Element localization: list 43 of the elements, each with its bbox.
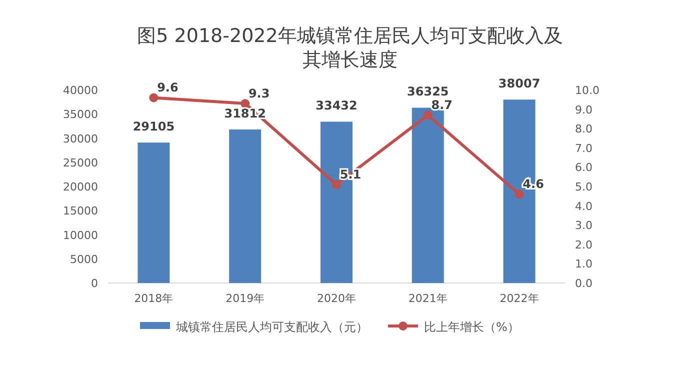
- y-tick-label: 15000: [63, 204, 98, 218]
- y-tick-label: 0: [91, 277, 98, 290]
- y2-tick-label: 8.0: [575, 122, 592, 136]
- legend-label: 城镇常住居民人均可支配收入（元）: [175, 320, 368, 334]
- x-tick-label: 2022年: [500, 292, 539, 305]
- data-label: 29105: [132, 120, 175, 134]
- y2-tick-label: 10.0: [575, 84, 600, 97]
- x-tick-label: 2018年: [134, 292, 174, 305]
- point: [423, 110, 432, 120]
- y-tick-label: 40000: [63, 84, 98, 97]
- data-label: 36325: [407, 84, 449, 99]
- y-tick-label: 25000: [63, 156, 98, 170]
- point: [240, 99, 250, 108]
- bar: [138, 142, 170, 283]
- y-tick-label: 35000: [63, 108, 98, 122]
- x-tick-label: 2019年: [226, 292, 265, 305]
- point: [332, 180, 341, 190]
- data-label: 9.3: [248, 86, 270, 101]
- bar: [229, 130, 262, 283]
- y-tick-label: 10000: [63, 228, 98, 242]
- x-tick-label: 2020年: [317, 292, 356, 305]
- data-label: 5.1: [340, 168, 362, 182]
- y2-tick-label: 4.0: [575, 200, 592, 213]
- point: [514, 190, 524, 199]
- y-tick-label: 5000: [70, 252, 98, 266]
- legend-label: 比上年增长（%）: [424, 320, 520, 334]
- point: [149, 93, 158, 102]
- data-label: 38007: [498, 76, 540, 91]
- bar: [412, 108, 444, 283]
- y2-tick-label: 0.0: [575, 277, 592, 290]
- y-tick-label: 20000: [63, 180, 98, 194]
- y2-tick-label: 2.0: [575, 238, 592, 252]
- title: 图5 2018-2022年城镇常住居民人均可支配收入及其增长速度: [137, 25, 563, 71]
- y2-tick-label: 7.0: [575, 142, 592, 155]
- y2-tick-label: 3.0: [575, 219, 592, 232]
- data-label: 33432: [316, 98, 358, 113]
- x-tick-label: 2021年: [408, 292, 448, 305]
- y2-tick-label: 1.0: [575, 258, 592, 271]
- y2-tick-label: 6.0: [575, 161, 592, 174]
- data-label: 9.6: [157, 80, 178, 95]
- y2-tick-label: 5.0: [575, 180, 592, 194]
- y-tick-label: 30000: [63, 132, 98, 146]
- y2-tick-label: 9.0: [575, 103, 592, 116]
